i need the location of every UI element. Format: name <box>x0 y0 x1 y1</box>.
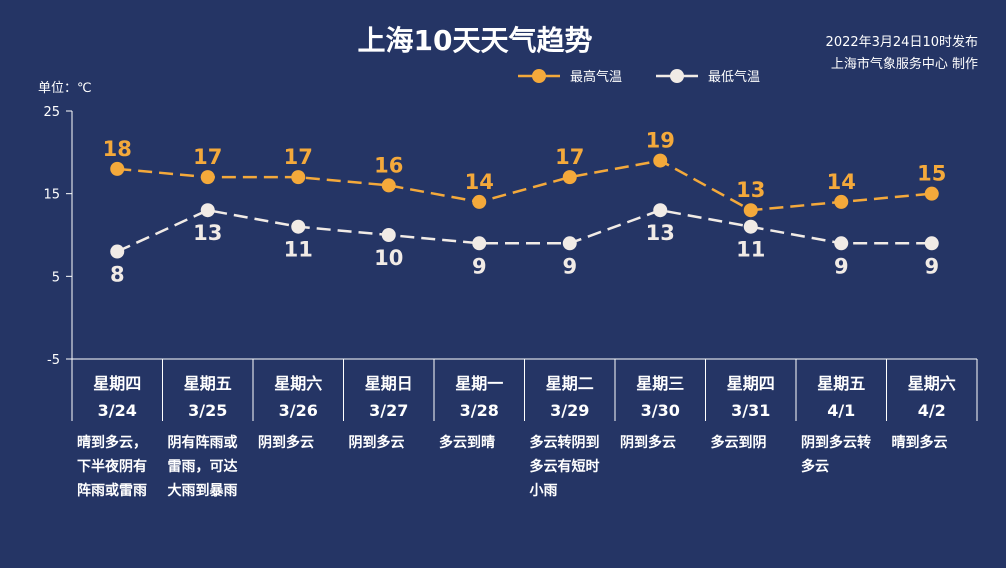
high-temp-point <box>381 178 396 193</box>
unit-label: 单位：℃ <box>38 81 92 96</box>
y-tick-label: 5 <box>52 270 60 285</box>
low-temp-label: 13 <box>646 221 675 245</box>
low-temp-point <box>743 219 758 234</box>
low-temp-point <box>834 236 849 251</box>
legend-high-marker <box>532 69 546 83</box>
y-tick-label: -5 <box>47 353 60 368</box>
low-temp-point <box>562 236 577 251</box>
high-temp-label: 17 <box>284 145 313 169</box>
weekday-label: 星期二 <box>546 374 594 393</box>
y-tick-label: 15 <box>43 188 60 203</box>
date-label: 3/25 <box>188 401 227 420</box>
weekday-label: 星期一 <box>455 374 503 393</box>
low-temp-label: 13 <box>193 221 222 245</box>
high-temp-point <box>291 170 306 185</box>
weekday-label: 星期三 <box>636 374 684 393</box>
low-temp-label: 9 <box>562 254 577 278</box>
low-temp-label: 9 <box>924 254 939 278</box>
weather-description: 多云到晴 <box>439 435 495 451</box>
weather-description: 多云到阴 <box>710 435 767 451</box>
weekday-label: 星期四 <box>727 374 775 393</box>
weekday-label: 星期日 <box>365 374 413 393</box>
low-temp-point <box>200 203 215 218</box>
high-temp-label: 17 <box>193 145 222 169</box>
legend-low-marker <box>670 69 684 83</box>
low-temp-point <box>653 203 668 218</box>
chart-title: 上海10天天气趋势 <box>358 24 593 57</box>
high-temp-point <box>562 170 577 185</box>
weather-description: 晴到多云， 下半夜阴有 阵雨或雷雨 <box>77 435 147 499</box>
weather-description: 阴到多云 <box>620 435 676 451</box>
weekday-label: 星期六 <box>274 374 322 393</box>
date-label: 3/24 <box>98 401 137 420</box>
high-temp-label: 15 <box>917 162 946 186</box>
date-label: 3/31 <box>731 401 770 420</box>
high-temp-point <box>924 186 939 201</box>
weather-description: 阴到多云 <box>258 435 314 451</box>
date-label: 3/27 <box>369 401 408 420</box>
legend-low-label: 最低气温 <box>708 69 760 85</box>
low-temp-line <box>116 208 932 253</box>
date-label: 3/28 <box>460 401 499 420</box>
y-tick-label: 25 <box>43 105 60 120</box>
high-temp-point <box>472 194 487 209</box>
low-temp-point <box>472 236 487 251</box>
date-label: 3/26 <box>279 401 318 420</box>
legend-high-label: 最高气温 <box>570 69 622 85</box>
high-temp-label: 19 <box>646 129 675 153</box>
high-temp-label: 14 <box>465 170 494 194</box>
low-temp-label: 8 <box>110 263 125 287</box>
date-label: 4/1 <box>827 401 855 420</box>
legend: 最高气温 最低气温 <box>518 69 760 85</box>
high-temp-label: 17 <box>555 145 584 169</box>
date-columns: 星期四 3/24 星期五 3/25 星期六 3/26 星期日 3/27 星期一 3/28 星期二 3/… <box>71 359 978 421</box>
high-temp-label: 13 <box>736 178 765 202</box>
publisher: 上海市气象服务中心 制作 <box>831 56 978 72</box>
weather-description: 阴到多云转 多云 <box>801 435 871 475</box>
low-temp-label: 9 <box>472 254 487 278</box>
low-temp-label: 10 <box>374 246 403 270</box>
weather-description: 多云转阴到 多云有短时 小雨 <box>529 435 600 499</box>
low-temp-point <box>924 236 939 251</box>
weekday-label: 星期五 <box>184 374 232 393</box>
weekday-label: 星期五 <box>817 374 865 393</box>
high-temp-point <box>834 194 849 209</box>
weather-description: 晴到多云 <box>891 435 948 451</box>
weekday-label: 星期四 <box>93 374 141 393</box>
low-temp-point <box>110 244 125 259</box>
low-temp-label: 11 <box>284 238 313 262</box>
low-temp-point <box>291 219 306 234</box>
high-temp-point <box>110 161 125 176</box>
date-label: 3/29 <box>550 401 589 420</box>
weather-description: 阴有阵雨或 雷雨，可达 大雨到暴雨 <box>167 435 238 499</box>
high-temp-point <box>200 170 215 185</box>
high-temp-line <box>117 159 932 212</box>
high-temp-label: 14 <box>827 170 856 194</box>
high-temp-point <box>653 153 668 168</box>
low-temp-label: 9 <box>834 254 849 278</box>
high-temp-label: 18 <box>103 137 132 161</box>
date-label: 4/2 <box>918 401 946 420</box>
high-temp-label: 16 <box>374 153 403 177</box>
low-temp-point <box>381 228 396 242</box>
weekday-label: 星期六 <box>908 374 956 393</box>
weather-description: 阴到多云 <box>348 435 405 451</box>
publish-time: 2022年3月24日10时发布 <box>826 34 978 50</box>
low-temp-label: 11 <box>736 238 765 262</box>
high-temp-point <box>743 203 758 218</box>
series-group: 18 17 17 16 14 17 19 13 14 15 8 13 11 10 9 9 13 11 9 9 <box>103 129 947 287</box>
date-label: 3/30 <box>641 401 680 420</box>
